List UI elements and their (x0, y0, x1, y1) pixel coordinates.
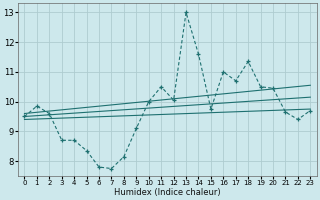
X-axis label: Humidex (Indice chaleur): Humidex (Indice chaleur) (114, 188, 221, 197)
